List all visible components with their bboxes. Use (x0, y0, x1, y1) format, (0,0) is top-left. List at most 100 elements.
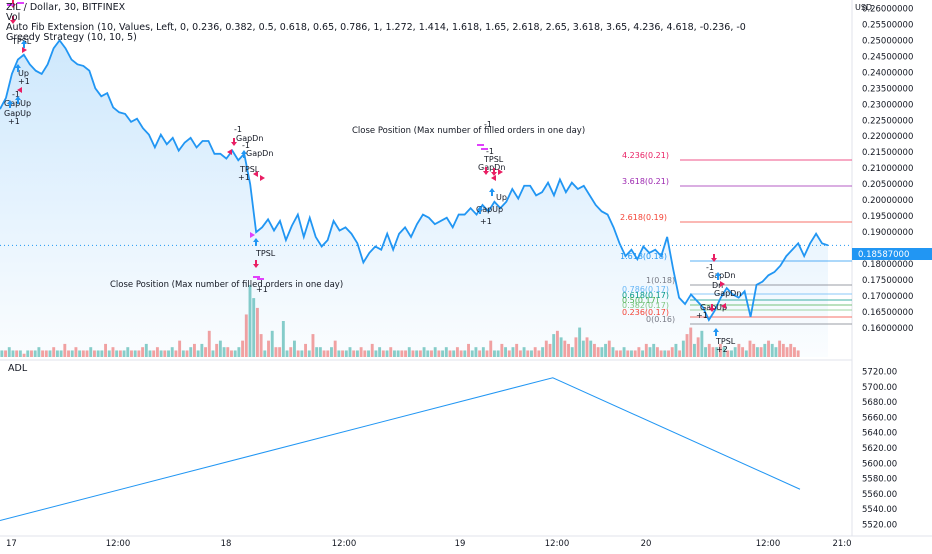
adl-tick-label: 5680.00 (862, 398, 897, 408)
sell-arrow-icon[interactable] (10, 16, 16, 24)
time-tick-label: 19 (455, 539, 466, 549)
price-area (0, 40, 828, 358)
fib-level-label: 0.236(0.17) (622, 308, 669, 317)
price-tick-label: 0.25000000 (862, 36, 913, 46)
order-label: +1 (256, 285, 268, 294)
adl-line[interactable] (0, 377, 801, 522)
fib-level-label: 0.786(0.17) (622, 285, 669, 294)
price-tick-label: 0.16500000 (862, 308, 913, 318)
price-line[interactable] (0, 38, 829, 322)
sell-arrow-icon[interactable] (711, 254, 717, 262)
time-tick-label: 17 (6, 539, 17, 549)
order-label: GapUp (700, 303, 727, 312)
order-label: -1 (234, 125, 242, 134)
time-tick-label: 21:0 (832, 539, 851, 549)
price-axis[interactable]: 0.26000000 0.25500000 0.25000000 0.24500000… (862, 4, 913, 334)
buy-arrow-icon[interactable] (21, 40, 27, 48)
close-position-note: Close Position (Max number of filled ord… (352, 126, 585, 136)
order-label: GapDn (478, 163, 505, 172)
buy-arrow-icon[interactable] (477, 206, 483, 214)
order-label: -1 (242, 141, 250, 150)
price-tick-label: 0.17500000 (862, 276, 913, 286)
order-flag-icon (17, 87, 22, 93)
sell-arrow-icon[interactable] (483, 167, 489, 175)
sell-arrow-icon[interactable] (231, 138, 237, 146)
time-axis[interactable]: 17 12:00 18 12:00 19 12:00 20 12:00 21:0 (6, 539, 852, 549)
order-flag-icon (250, 232, 255, 238)
adl-legend[interactable]: ADL (8, 363, 28, 374)
time-tick-label: 18 (221, 539, 232, 549)
price-tick-label: 0.21500000 (862, 148, 913, 158)
order-label: TPSL (11, 37, 32, 46)
time-tick-label: 20 (641, 539, 652, 549)
buy-arrow-icon[interactable] (713, 328, 719, 336)
adl-tick-label: 5540.00 (862, 505, 897, 515)
time-tick-label: 12:00 (756, 539, 781, 549)
order-label: TPSL (483, 155, 504, 164)
order-label: +1 (480, 217, 492, 226)
order-label: TPSL (715, 337, 736, 346)
fib-level-label: 0.618(0.17) (622, 291, 669, 300)
buy-arrow-icon[interactable] (15, 96, 21, 104)
sell-arrow-icon[interactable] (709, 304, 715, 312)
close-marker-icon (257, 278, 264, 280)
price-tick-label: 0.22500000 (862, 116, 913, 126)
fib-level-label: 3.618(0.21) (622, 177, 669, 186)
last-price-value: 0.18587000 (858, 250, 909, 260)
order-label: +2 (716, 345, 728, 354)
fib-level-label: 1.618(0.18) (620, 252, 667, 261)
volume-legend[interactable]: Vol (6, 12, 20, 23)
adl-tick-label: 5600.00 (862, 459, 897, 469)
price-tick-label: 0.17000000 (862, 292, 913, 302)
price-area-fill (0, 40, 828, 358)
fib-level-label: 2.618(0.19) (620, 213, 667, 222)
order-label: -1 (484, 120, 492, 129)
adl-tick-label: 5720.00 (862, 368, 897, 378)
close-marker-icon (481, 148, 488, 150)
adl-axis[interactable]: 5720.00 5700.00 5680.00 5660.00 5640.00 5620.… (862, 368, 897, 531)
order-label: +1 (18, 77, 30, 86)
adl-tick-label: 5580.00 (862, 475, 897, 485)
buy-arrow-icon[interactable] (241, 150, 247, 158)
order-label: GapDn (708, 271, 735, 280)
symbol-title[interactable]: ZIL / Dollar, 30, BITFINEX (6, 2, 126, 13)
sell-arrow-icon[interactable] (491, 168, 497, 176)
price-tick-label: 0.20500000 (862, 180, 913, 190)
order-label: GapUp (4, 109, 31, 118)
strategy-legend[interactable]: Greedy Strategy (10, 10, 5) (6, 32, 137, 43)
close-marker-icon (253, 276, 260, 278)
buy-arrow-icon[interactable] (489, 188, 495, 196)
order-flag-icon (721, 303, 726, 309)
buy-arrow-icon[interactable] (7, 100, 13, 108)
buy-arrow-icon[interactable] (253, 238, 259, 246)
order-flag-icon (491, 175, 496, 181)
order-label: GapDn (714, 289, 741, 298)
price-tick-label: 0.21000000 (862, 164, 913, 174)
fib-level-label: 4.236(0.21) (622, 151, 669, 160)
price-tick-label: 0.24000000 (862, 68, 913, 78)
order-label: -1 (706, 263, 714, 272)
buy-arrow-icon[interactable] (715, 272, 721, 280)
price-tick-label: 0.19500000 (862, 212, 913, 222)
price-tick-label: 0.19000000 (862, 228, 913, 238)
order-label: TPSL (255, 249, 276, 258)
fib-study-legend[interactable]: Auto Fib Extension (10, Values, Left, 0,… (6, 22, 746, 33)
order-label: GapDn (246, 149, 273, 158)
order-flag-icon (720, 281, 725, 287)
order-flag-icon (498, 169, 503, 175)
order-flag-icon (253, 171, 258, 177)
fib-level-label: 1(0.18) (646, 276, 675, 285)
fib-level-label: 0(0.16) (646, 315, 675, 324)
adl-tick-label: 5620.00 (862, 444, 897, 454)
order-label: -1 (12, 90, 20, 99)
order-markers: TPSLUp+1GapUp-1GapUp+1-1GapDn-1GapDnTPSL… (4, 0, 741, 354)
fib-level-label: 0.5(0.17) (622, 296, 659, 305)
price-tick-label: 0.26000000 (862, 4, 913, 14)
price-tick-label: 0.18000000 (862, 260, 913, 270)
order-label: Dn (712, 281, 723, 290)
buy-arrow-icon[interactable] (15, 64, 21, 72)
sell-arrow-icon[interactable] (253, 260, 259, 268)
order-label: +1 (8, 117, 20, 126)
close-marker-icon (17, 2, 24, 4)
